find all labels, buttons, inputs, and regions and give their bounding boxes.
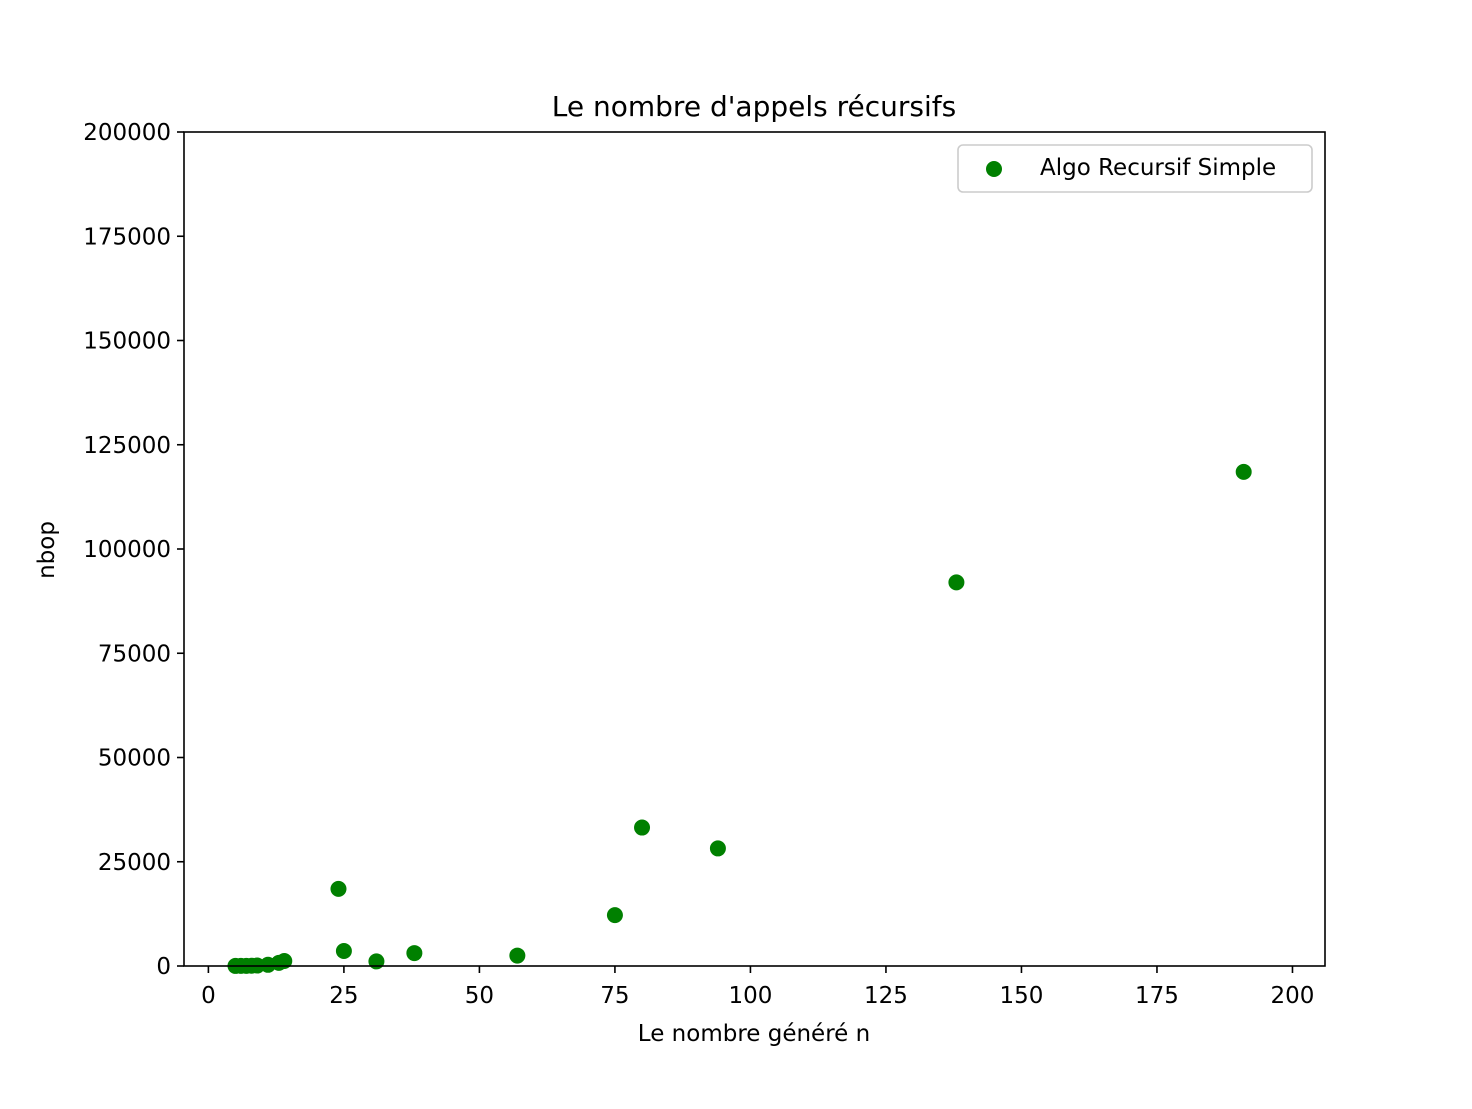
data-point (1235, 463, 1252, 480)
x-tick-label: 0 (201, 983, 216, 1009)
data-point (368, 953, 385, 970)
x-tick-label: 25 (329, 983, 358, 1009)
x-tick-label: 175 (1135, 983, 1179, 1009)
data-point (709, 840, 726, 857)
y-tick-label: 25000 (98, 850, 171, 876)
data-point (335, 942, 352, 959)
data-points (227, 463, 1252, 974)
data-point (509, 947, 526, 964)
legend: Algo Recursif Simple (957, 144, 1313, 193)
y-axis-label: nbop (34, 521, 60, 579)
x-tick-label: 125 (864, 983, 908, 1009)
y-tick-label: 100000 (83, 537, 171, 563)
y-tick-label: 0 (156, 954, 171, 980)
axis-ticks: 0 25 50 75 100 125 150 175 200 0 25000 50000 75000 10… (83, 120, 1314, 1009)
x-tick-label: 75 (600, 983, 629, 1009)
y-tick-label: 175000 (83, 224, 171, 250)
y-tick-label: 75000 (98, 641, 171, 667)
y-tick-label: 50000 (98, 746, 171, 772)
data-point (948, 574, 965, 591)
y-tick-label: 150000 (83, 329, 171, 355)
data-point (276, 952, 293, 969)
x-axis-label: Le nombre généré n (638, 1021, 870, 1047)
y-tick-label: 200000 (83, 120, 171, 146)
x-tick-label: 50 (465, 983, 494, 1009)
data-point (606, 907, 623, 924)
data-point (634, 819, 651, 836)
legend-label: Algo Recursif Simple (1040, 155, 1276, 181)
legend-box (957, 144, 1313, 193)
x-tick-label: 150 (1000, 983, 1044, 1009)
legend-marker (986, 161, 1002, 177)
chart-title: Le nombre d'appels récursifs (552, 90, 956, 123)
data-point (406, 945, 423, 962)
y-tick-label: 125000 (83, 433, 171, 459)
data-point (330, 880, 347, 897)
x-tick-label: 200 (1271, 983, 1315, 1009)
plot-frame (183, 131, 1326, 967)
x-tick-label: 100 (728, 983, 772, 1009)
